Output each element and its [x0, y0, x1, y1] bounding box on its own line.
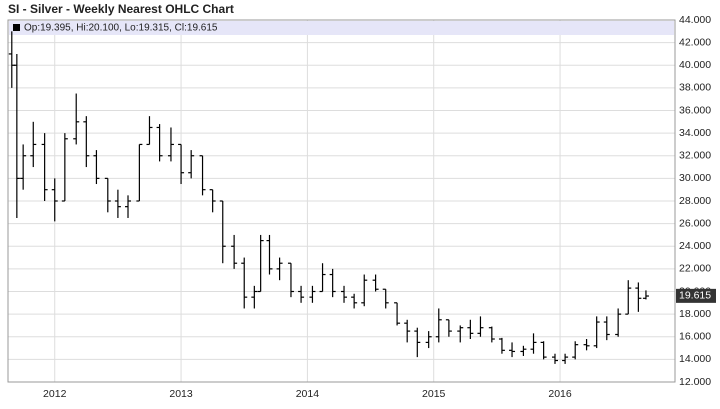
ohlc-bar: [551, 353, 558, 364]
ohlc-bar: [51, 178, 58, 222]
ohlc-bar: [457, 325, 464, 343]
ohlc-bar: [156, 124, 163, 162]
ohlc-bar: [445, 319, 452, 337]
ohlc-bar: [467, 319, 474, 340]
ohlc-bar: [61, 133, 68, 202]
ohlc-bar: [13, 53, 20, 218]
x-tick-label: 2016: [548, 388, 572, 400]
y-tick-label: 14.000: [679, 353, 711, 365]
ohlc-bar: [498, 337, 505, 354]
ohlc-bar: [351, 293, 358, 309]
ohlc-bar: [8, 31, 15, 88]
ohlc-bar: [372, 274, 379, 292]
ohlc-bar: [425, 331, 432, 349]
last-price-box: [676, 288, 716, 303]
ohlc-bar: [625, 280, 632, 315]
x-tick-label: 2015: [422, 388, 446, 400]
y-tick-label: 40.000: [679, 59, 711, 71]
ohlc-bar: [298, 285, 305, 303]
ohlc-bar: [178, 143, 185, 185]
ohlc-bar: [530, 333, 537, 354]
ohlc-bar: [257, 234, 264, 293]
ohlc-bar: [477, 316, 484, 337]
y-tick-label: 36.000: [679, 104, 711, 116]
chart-title: SI - Silver - Weekly Nearest OHLC Chart: [8, 2, 234, 16]
y-tick-label: 26.000: [679, 217, 711, 229]
y-tick-label: 34.000: [679, 127, 711, 139]
ohlc-bar: [241, 257, 248, 309]
ohlc-bar: [603, 316, 610, 341]
ohlc-bar: [642, 290, 649, 300]
ohlc-bar: [266, 234, 273, 275]
y-tick-label: 22.000: [679, 263, 711, 275]
ohlc-bar: [209, 189, 216, 213]
ohlc-bar: [136, 143, 143, 202]
ohlc-bar: [199, 155, 206, 196]
ohlc-bar: [435, 308, 442, 343]
ohlc-bar: [404, 319, 411, 343]
y-tick-label: 16.000: [679, 331, 711, 343]
ohlc-bar: [114, 189, 121, 218]
ohlc-bar: [583, 339, 590, 351]
ohlc-bar: [231, 234, 238, 269]
ohlc-bar: [104, 177, 111, 213]
ohlc-bar: [287, 262, 294, 298]
y-tick-label: 30.000: [679, 172, 711, 184]
y-tick-label: 38.000: [679, 82, 711, 94]
ohlc-bar: [20, 144, 27, 190]
ohlc-bar: [167, 127, 174, 162]
y-tick-label: 44.000: [679, 14, 711, 26]
y-tick-label: 42.000: [679, 36, 711, 48]
y-tick-label: 24.000: [679, 240, 711, 252]
ohlc-bar: [319, 263, 326, 293]
ohlc-bar: [562, 353, 569, 364]
ohlc-bar: [361, 274, 368, 307]
ohlc-bar: [83, 116, 90, 168]
ohlc-bar: [309, 285, 316, 303]
x-tick-label: 2014: [296, 388, 320, 400]
x-tick-label: 2012: [43, 388, 67, 400]
ohlc-bar: [341, 285, 348, 303]
ohlc-bar: [188, 150, 195, 179]
ohlc-bar: [414, 327, 421, 358]
ohlc-bar: [394, 302, 401, 326]
ohlc-bar: [276, 257, 283, 281]
ohlc-bar: [251, 285, 258, 309]
ohlc-bar: [73, 93, 80, 145]
ohlc-bar: [615, 308, 622, 337]
x-tick-label: 2013: [169, 388, 193, 400]
plot-frame: [7, 19, 676, 383]
ohlc-bar: [540, 341, 547, 360]
ohlc-bar: [41, 133, 48, 201]
ohlc-bar: [509, 342, 516, 358]
ohlc-bar: [488, 326, 495, 343]
legend-strip: [9, 21, 674, 35]
last-price-label: 19.615: [679, 290, 711, 302]
legend-swatch: [13, 24, 20, 31]
legend-text: Op:19.395, Hi:20.100, Lo:19.315, Cl:19.6…: [24, 23, 218, 34]
y-tick-label: 28.000: [679, 195, 711, 207]
ohlc-bar: [219, 200, 226, 264]
ohlc-bar: [93, 150, 100, 185]
ohlc-bar: [520, 345, 527, 356]
ohlc-bar: [146, 116, 153, 146]
y-tick-label: 12.000: [679, 376, 711, 388]
ohlc-bar: [329, 268, 336, 298]
ohlc-bar: [572, 341, 579, 360]
y-tick-label: 18.000: [679, 308, 711, 320]
ohlc-bar: [125, 195, 132, 218]
ohlc-bar: [30, 121, 37, 168]
ohlc-bar: [593, 316, 600, 349]
ohlc-bar: [382, 288, 389, 309]
y-tick-label: 32.000: [679, 150, 711, 162]
ohlc-bar: [635, 282, 642, 312]
